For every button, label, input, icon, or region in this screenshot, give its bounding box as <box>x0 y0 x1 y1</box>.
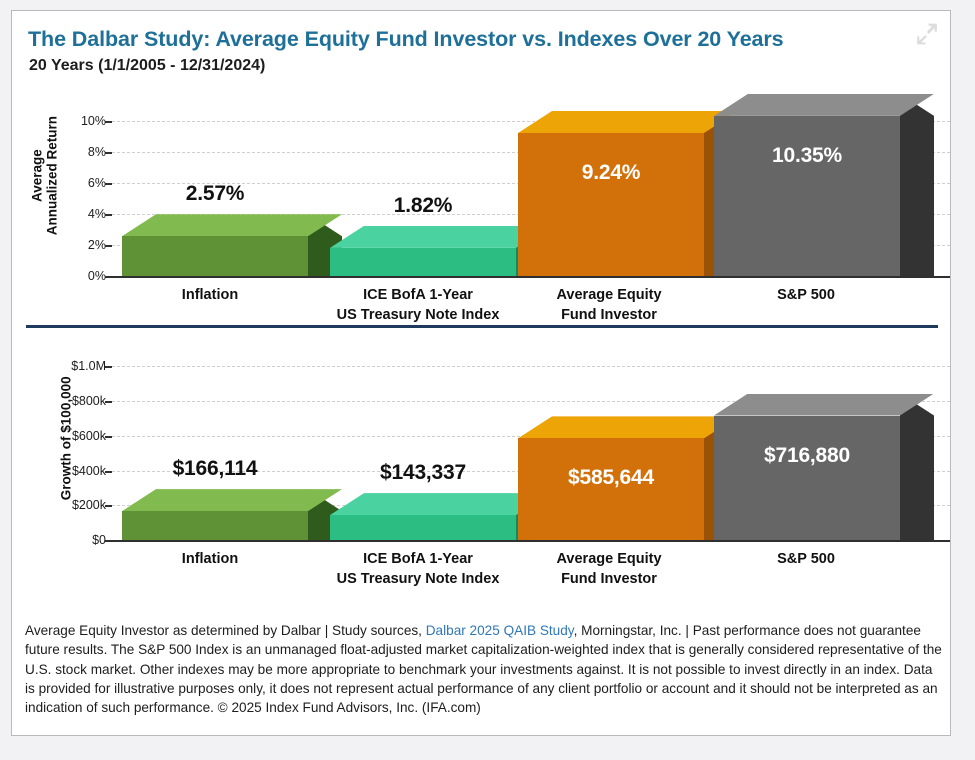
bar-value-label: 1.82% <box>393 193 453 217</box>
bar-top-face <box>122 214 342 237</box>
y-axis-tick-label: 4% <box>87 207 106 222</box>
x-axis-category-label: Inflation <box>181 551 239 567</box>
bar-top-face <box>714 93 934 116</box>
x-axis-category-label: Average Equity Fund Investor <box>556 551 662 587</box>
bar-orange[interactable] <box>518 111 738 276</box>
bar-front-face <box>122 511 308 540</box>
x-axis-category-label: Average Equity Fund Investor <box>556 287 662 323</box>
y-axis-tick-mark <box>105 401 112 404</box>
y-axis-tick-label: 0% <box>87 269 106 283</box>
y-axis-tick-mark <box>105 152 112 155</box>
y-axis-tick-label: 8% <box>87 145 106 160</box>
bar-front-face <box>714 115 900 276</box>
bar-front-face <box>330 247 516 276</box>
y-axis-tick-mark <box>105 214 112 217</box>
x-axis-category-label: S&P 500 <box>777 287 835 303</box>
bar-value-label: $166,114 <box>172 457 258 481</box>
y-axis-tick-mark <box>105 505 112 508</box>
bar-teal[interactable] <box>330 493 550 540</box>
bar-front-face <box>330 515 516 540</box>
footnote-part2: , Morningstar, Inc. | Past performance d… <box>25 623 942 716</box>
bar-green[interactable] <box>122 214 342 276</box>
gridline <box>112 121 950 123</box>
bar-green[interactable] <box>122 489 342 540</box>
y-axis-tick-label: $400k <box>71 463 106 478</box>
y-axis-tick-mark <box>105 245 112 248</box>
bar-top-face <box>714 393 934 416</box>
bar-value-label: $143,337 <box>380 461 466 485</box>
expand-arrows-icon[interactable] <box>914 21 940 47</box>
bar-teal[interactable] <box>330 225 550 276</box>
bar-gray[interactable] <box>714 93 934 276</box>
chart-divider <box>26 325 938 328</box>
bar-value-label: $716,880 <box>764 443 850 467</box>
bar-side-face <box>900 393 934 540</box>
y-axis-tick-mark <box>105 366 112 369</box>
y-axis-tick-mark <box>105 183 112 186</box>
x-axis-category-label: S&P 500 <box>777 551 835 567</box>
y-axis-tick-label: $1.0M <box>71 359 106 374</box>
y-axis-tick-label: $600k <box>71 428 106 443</box>
bar-front-face <box>714 415 900 540</box>
y-axis-tick-label: 2% <box>87 238 106 253</box>
page-subtitle: 20 Years (1/1/2005 - 12/31/2024) <box>29 57 266 74</box>
bar-value-label: 10.35% <box>771 143 843 167</box>
x-axis-line <box>105 540 950 542</box>
page-title: The Dalbar Study: Average Equity Fund In… <box>28 27 784 51</box>
y-axis-tick-label: $0 <box>92 533 106 547</box>
x-axis-line <box>105 276 950 278</box>
bar-top-face <box>330 493 550 516</box>
bar-front-face <box>122 236 308 276</box>
y-axis-tick-label: 10% <box>80 114 106 129</box>
chart-card: The Dalbar Study: Average Equity Fund In… <box>11 10 951 736</box>
x-axis-category-label: Inflation <box>181 287 239 303</box>
bar-value-label: 2.57% <box>185 182 245 206</box>
bar-gray[interactable] <box>714 393 934 540</box>
bar-top-face <box>518 111 738 134</box>
bar-top-face <box>122 489 342 512</box>
footnote: Average Equity Investor as determined by… <box>25 621 943 717</box>
bar-front-face <box>518 133 704 276</box>
y-axis-tick-mark <box>105 435 112 438</box>
y-axis-tick-label: $200k <box>71 498 106 513</box>
y-axis-tick-mark <box>105 121 112 124</box>
bar-front-face <box>518 438 704 540</box>
bar-value-label: 9.24% <box>581 161 641 185</box>
x-axis-category-label: ICE BofA 1-Year US Treasury Note Index <box>336 551 500 587</box>
bar-top-face <box>518 416 738 439</box>
y-axis-tick-mark <box>105 470 112 473</box>
dalbar-study-link[interactable]: Dalbar 2025 QAIB Study <box>425 623 574 638</box>
bar-side-face <box>900 93 934 276</box>
bar-top-face <box>330 225 550 248</box>
y-axis-tick-label: $800k <box>71 394 106 409</box>
gridline <box>112 366 950 368</box>
bar-value-label: $585,644 <box>568 466 654 490</box>
x-axis-category-label: ICE BofA 1-Year US Treasury Note Index <box>336 287 500 323</box>
gridline <box>112 401 950 403</box>
y-axis-tick-label: 6% <box>87 176 106 191</box>
footnote-part1: Average Equity Investor as determined by… <box>25 623 426 638</box>
